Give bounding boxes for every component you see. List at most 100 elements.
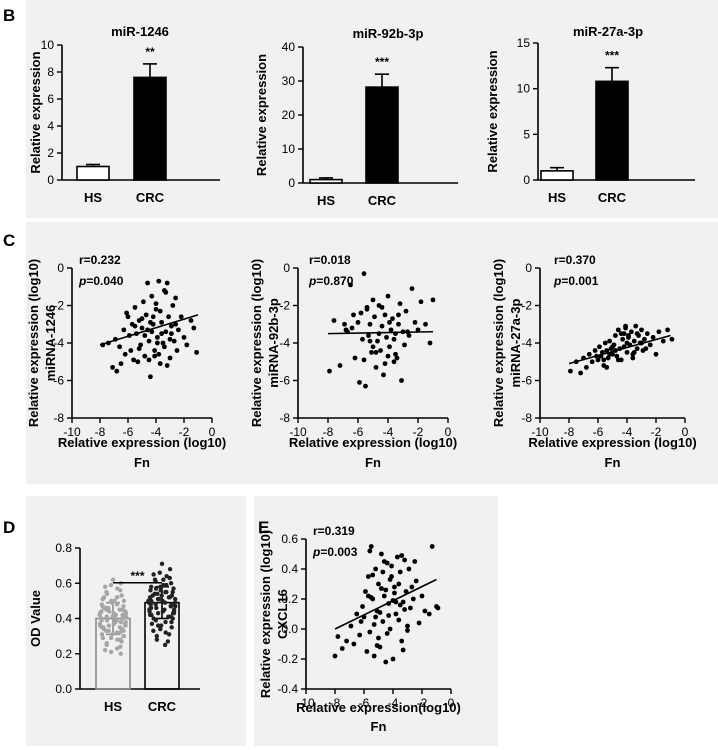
c3-data-point [597, 344, 602, 350]
b2-y-tick-label: 30 [282, 74, 296, 88]
d-data-point [119, 616, 125, 621]
e-data-point [364, 649, 370, 654]
e-data-point [429, 544, 435, 549]
d-data-point [119, 593, 124, 598]
c2-x-axis-label-line-1: Relative expression (log10) [289, 435, 457, 450]
e-annotation-p: p=0.003 [312, 545, 358, 559]
c2-data-point [370, 297, 376, 303]
c3-x-tick-label: -2 [651, 425, 662, 439]
e-data-point [357, 632, 363, 638]
c2-data-point [382, 312, 388, 318]
c1-regression-line [99, 314, 199, 346]
c2-annotation-p: p=0.870 [308, 274, 354, 288]
c2-y-tick-label: -2 [279, 299, 290, 313]
c1-x-tick-label: -10 [63, 425, 81, 439]
c3-data-point [584, 364, 589, 370]
d-data-point [118, 637, 123, 642]
d-data-point [167, 595, 172, 600]
b1-significance-label: ** [145, 45, 155, 59]
c1-data-point [191, 325, 197, 331]
c1-data-point [184, 342, 190, 348]
d-data-point [106, 623, 112, 628]
c1-data-point [155, 334, 160, 340]
c2-data-point [358, 310, 364, 316]
e-data-point [392, 590, 397, 596]
c1-data-point [135, 359, 141, 365]
d-data-point [106, 605, 111, 611]
e-x-tick-label: -6 [359, 696, 370, 710]
e-data-point [400, 647, 406, 653]
c1-annotation-p: p=0.040 [78, 274, 124, 288]
d-data-point [155, 623, 161, 628]
c2-data-point [430, 297, 436, 303]
e-data-point [392, 584, 397, 590]
panel-label-b: B [3, 6, 15, 25]
b2-y-axis-label: Relative expression [254, 54, 269, 176]
d-data-point [161, 577, 166, 582]
c2-data-point [402, 342, 407, 348]
c2-data-point [351, 312, 356, 318]
e-annotation-r: r=0.319 [313, 524, 355, 538]
d-data-point [108, 635, 114, 641]
e-y-tick-label: 0.6 [281, 532, 298, 546]
c1-data-point [152, 353, 158, 359]
d-data-point [123, 614, 129, 619]
c2-data-point [360, 336, 365, 342]
c2-data-point [394, 355, 400, 361]
c3-data-point [589, 359, 595, 365]
c3-y-tick-label: -6 [521, 374, 532, 388]
e-data-point [360, 604, 365, 609]
c3-annotation-p-value: =0.001 [561, 274, 598, 288]
c2-data-point [327, 368, 332, 374]
d-data-point [153, 618, 159, 623]
c1-data-point [142, 353, 148, 359]
c3-data-point [624, 340, 630, 346]
c2-data-point [370, 344, 376, 350]
e-x-tick-label: -4 [388, 696, 399, 710]
c1-data-point [173, 321, 179, 327]
c2-data-point [406, 333, 412, 338]
e-data-point [351, 641, 357, 647]
b2-x-tick-label: HS [317, 193, 335, 208]
d-data-point [123, 609, 128, 614]
d-data-point [148, 588, 153, 593]
d-data-point [104, 618, 110, 623]
c3-data-point [624, 349, 630, 355]
c2-data-point [391, 359, 397, 365]
c2-data-point [361, 271, 367, 277]
c2-data-point [382, 361, 388, 367]
d-data-point [108, 582, 114, 588]
e-data-point [396, 617, 402, 623]
d-data-point [161, 582, 166, 588]
d-data-point [153, 602, 158, 607]
e-data-point [348, 623, 354, 629]
d-x-tick-label: CRC [148, 699, 177, 714]
b3-y-tick-label: 15 [517, 36, 531, 50]
c3-data-point [623, 323, 628, 329]
c1-data-point [150, 314, 156, 320]
e-data-point [383, 659, 389, 665]
c2-data-point [369, 349, 374, 355]
d-data-point [162, 642, 168, 648]
c2-x-tick-label: -8 [323, 425, 334, 439]
e-data-point [412, 559, 418, 564]
c1-data-point [155, 340, 160, 346]
c2-data-point [331, 318, 337, 323]
c1-y-tick-label: -2 [53, 299, 64, 313]
c2-data-point [363, 383, 368, 389]
d-y-tick-label: 0.4 [55, 612, 72, 626]
b3-y-tick-label: 0 [523, 173, 530, 187]
e-data-point [371, 653, 377, 659]
c1-data-point [148, 374, 153, 380]
c2-data-point [361, 357, 367, 363]
c2-data-point [364, 304, 370, 310]
e-data-point [393, 599, 399, 605]
c2-x-tick-label: -4 [383, 425, 394, 439]
c3-data-point [620, 336, 626, 342]
e-data-point [332, 653, 338, 659]
d-data-point [168, 581, 174, 586]
c1-x-tick-label: 0 [209, 425, 216, 439]
c1-data-point [146, 338, 152, 344]
c3-x-axis-label-line-1: Relative expression (log10) [528, 435, 696, 450]
